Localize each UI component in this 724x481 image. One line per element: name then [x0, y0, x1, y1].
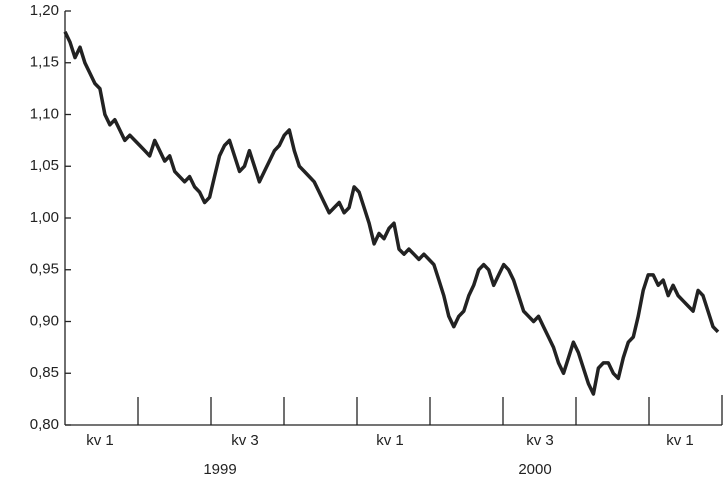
y-tick-label: 0,80	[30, 416, 59, 433]
year-label: 2000	[518, 461, 551, 478]
x-tick-label: kv 1	[376, 432, 404, 449]
y-tick-label: 1,05	[30, 157, 59, 174]
x-tick-label: kv 3	[231, 432, 259, 449]
year-label: 1999	[203, 461, 236, 478]
y-tick-label: 1,15	[30, 54, 59, 71]
y-tick-label: 1,10	[30, 105, 59, 122]
y-tick-label: 0,90	[30, 312, 59, 329]
y-tick-label: 1,00	[30, 209, 59, 226]
y-tick-label: 0,85	[30, 364, 59, 381]
y-tick-label: 0,95	[30, 261, 59, 278]
line	[63, 30, 720, 396]
x-tick-label: kv 3	[526, 432, 554, 449]
y-tick-label: 1,20	[30, 2, 59, 19]
x-tick-label: kv 1	[666, 432, 694, 449]
x-tick-label: kv 1	[86, 432, 114, 449]
